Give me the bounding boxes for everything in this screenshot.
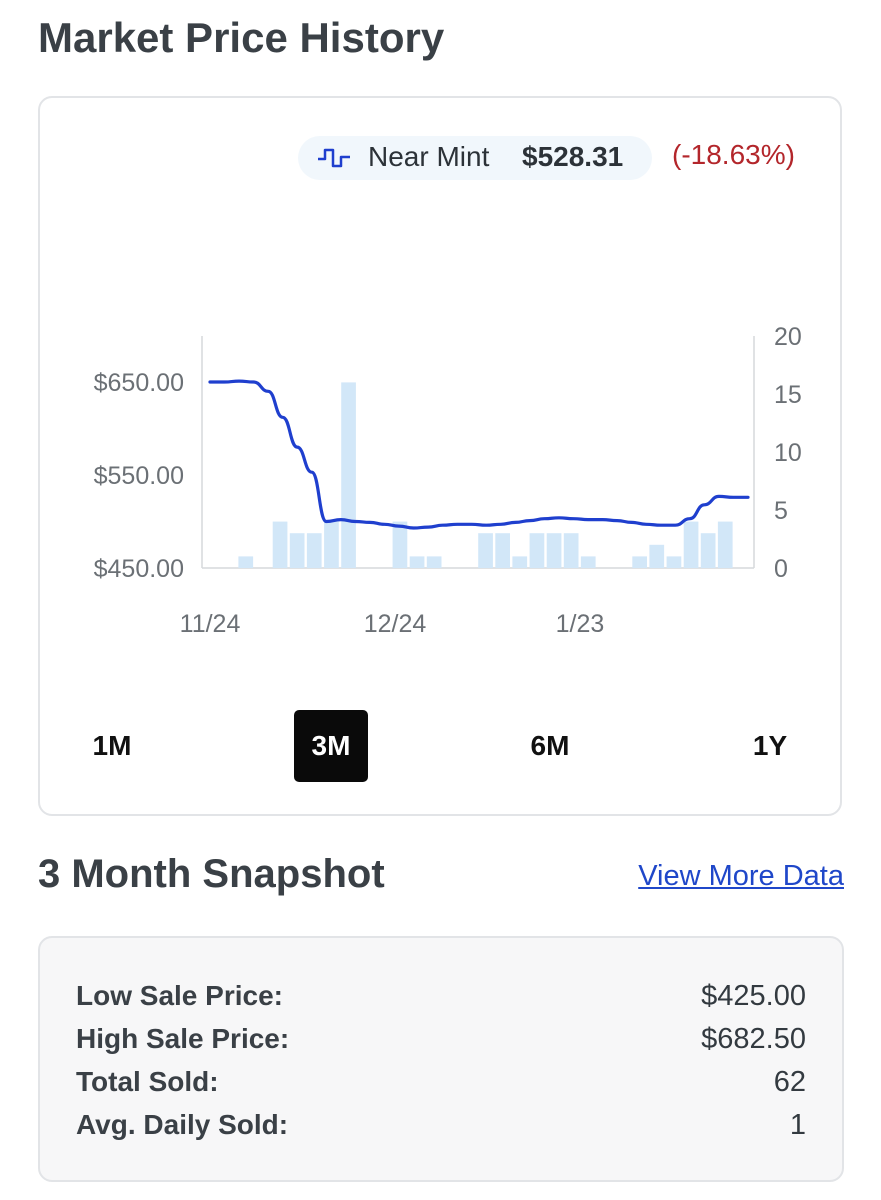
snapshot-title: 3 Month Snapshot: [38, 852, 385, 896]
volume-bar: [341, 382, 356, 568]
volume-bar: [324, 521, 339, 568]
price-line: [208, 379, 750, 530]
tab-3m[interactable]: 3M: [294, 710, 368, 782]
y-right-tick-label: 0: [774, 555, 788, 583]
page-title: Market Price History: [38, 14, 445, 61]
tab-1y[interactable]: 1Y: [752, 730, 788, 761]
volume-bar: [649, 544, 665, 568]
view-more-data-link[interactable]: View More Data: [638, 860, 844, 892]
legend-price: $528.31: [522, 141, 624, 172]
tab-6m[interactable]: 6M: [530, 730, 570, 761]
line-step-icon: [318, 148, 350, 168]
volume-bar: [632, 556, 647, 568]
snapshot-stats-card: Low Sale Price: $425.00 High Sale Price:…: [38, 936, 844, 1182]
volume-bar: [495, 533, 510, 568]
y-left-tick-label: $550.00: [94, 462, 184, 490]
price-change-badge: (-18.63%): [672, 139, 795, 170]
volume-bar: [478, 533, 493, 568]
volume-bar: [666, 556, 682, 568]
y-right-tick-label: 5: [774, 497, 788, 525]
stat-row-avg-daily-sold: Avg. Daily Sold: 1: [76, 1109, 806, 1149]
stat-label: Avg. Daily Sold:: [76, 1109, 289, 1140]
price-chart[interactable]: $650.00 $550.00 $450.00 20 15 10 5 0 11/24 12/24 1…: [40, 98, 840, 698]
stat-row-high-sale: High Sale Price: $682.50: [76, 1023, 806, 1063]
volume-bar: [238, 556, 254, 568]
volume-bar: [717, 521, 733, 568]
legend-series-name: Near Mint: [368, 141, 490, 172]
volume-bar: [546, 533, 562, 568]
stat-label: Low Sale Price:: [76, 980, 283, 1011]
volume-bar: [426, 556, 442, 568]
volume-bar: [512, 556, 528, 568]
volume-bar: [409, 556, 425, 568]
y-right-tick-label: 20: [774, 323, 802, 351]
x-tick-label: 12/24: [364, 610, 427, 638]
volume-bar: [306, 533, 322, 568]
volume-bar: [580, 556, 596, 568]
volume-bar: [700, 533, 716, 568]
stat-value: $682.50: [701, 1023, 806, 1055]
legend-pill[interactable]: Near Mint $528.31: [298, 136, 652, 180]
price-chart-card: Near Mint $528.31 (-18.63%) $650.00 $550.…: [38, 96, 842, 816]
x-tick-label: 1/23: [556, 610, 605, 638]
y-right-tick-label: 10: [774, 439, 802, 467]
y-left-tick-label: $450.00: [94, 555, 184, 583]
volume-bar: [289, 533, 305, 568]
stat-value: 62: [773, 1066, 806, 1098]
volume-bar: [529, 533, 545, 568]
x-tick-label: 11/24: [180, 610, 241, 638]
volume-bar: [563, 533, 579, 568]
stat-value: 1: [789, 1109, 806, 1141]
y-right-tick-label: 15: [774, 381, 802, 409]
range-tabs: 1M 3M 6M 1Y: [40, 710, 840, 784]
tab-1m[interactable]: 1M: [92, 730, 132, 761]
stat-row-total-sold: Total Sold: 62: [76, 1066, 806, 1106]
stat-label: Total Sold:: [76, 1066, 219, 1097]
stat-row-low-sale: Low Sale Price: $425.00: [76, 980, 806, 1020]
stat-value: $425.00: [701, 980, 806, 1012]
stat-label: High Sale Price:: [76, 1023, 290, 1054]
volume-bar: [272, 521, 288, 568]
volume-bar: [683, 521, 699, 568]
volume-bar: [392, 521, 408, 568]
y-left-tick-label: $650.00: [94, 369, 184, 397]
